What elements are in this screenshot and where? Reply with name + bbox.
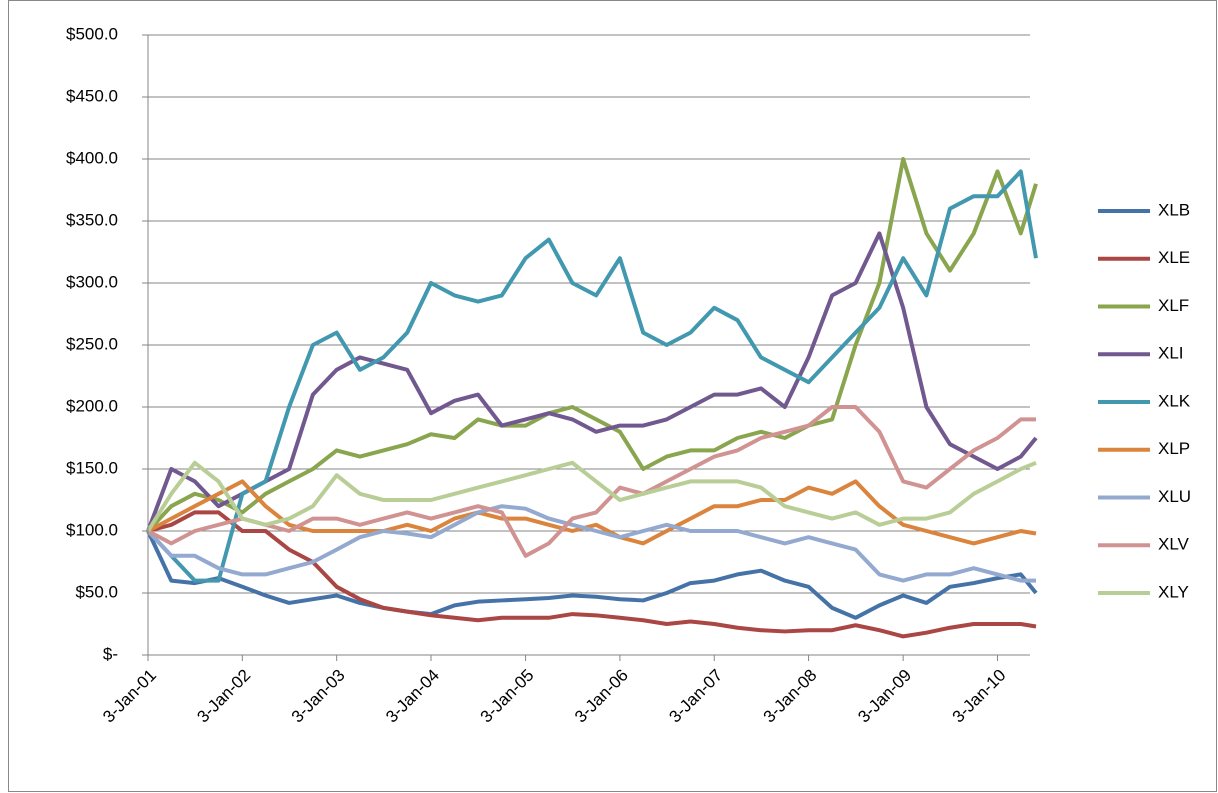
legend-label: XLY: [1158, 582, 1189, 601]
y-tick-label: $100.0: [66, 520, 118, 539]
y-tick-label: $500.0: [66, 24, 118, 43]
y-tick-label: $50.0: [75, 582, 118, 601]
legend: XLB XLE XLF XLI XLK XLP XLU XLV XLY: [1098, 200, 1191, 601]
series-line: [146, 157, 1038, 533]
legend-label: XLP: [1158, 439, 1190, 458]
series-line: [147, 510, 1037, 639]
y-tick-label: $400.0: [66, 148, 118, 167]
legend-label: XLK: [1158, 391, 1191, 410]
legend-label: XLU: [1158, 487, 1191, 506]
series-line: [146, 169, 1038, 583]
series-line: [147, 405, 1036, 558]
chart-frame: [8, 0, 1217, 792]
y-tick-label: $150.0: [66, 458, 118, 477]
y-tick-label: $350.0: [66, 210, 118, 229]
y-tick-label: $-: [103, 644, 118, 663]
series-line: [146, 504, 1036, 583]
y-tick-label: $450.0: [66, 86, 118, 105]
series-line: [146, 460, 1037, 533]
legend-label: XLB: [1158, 200, 1190, 219]
legend-label: XLE: [1158, 248, 1190, 267]
series-line: [146, 530, 1038, 620]
legend-label: XLI: [1158, 344, 1184, 363]
legend-label: XLF: [1158, 296, 1189, 315]
y-tick-label: $250.0: [66, 334, 118, 353]
series-lines: [146, 157, 1038, 639]
y-tick-label: $300.0: [66, 272, 118, 291]
legend-label: XLV: [1158, 535, 1190, 554]
y-tick-label: $200.0: [66, 396, 118, 415]
series-line: [146, 231, 1038, 532]
